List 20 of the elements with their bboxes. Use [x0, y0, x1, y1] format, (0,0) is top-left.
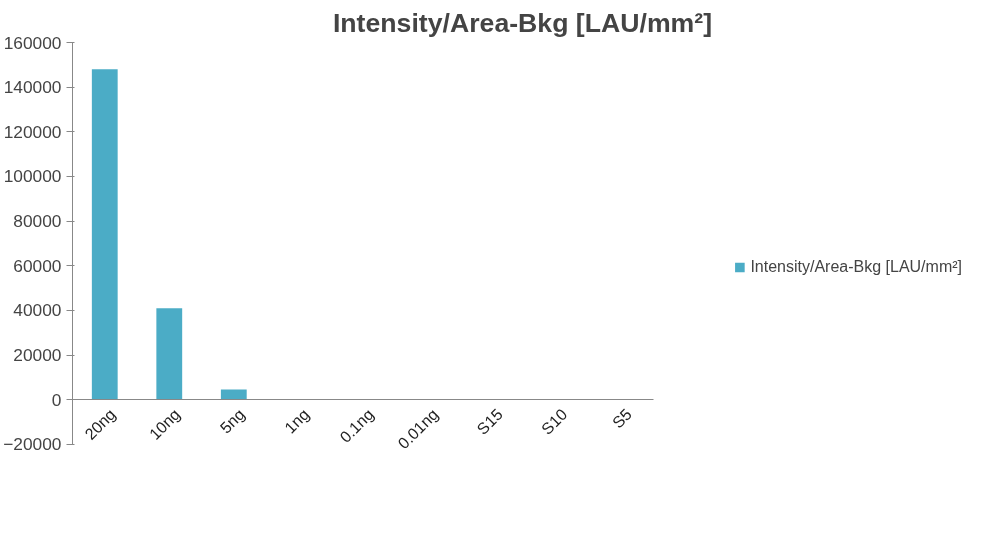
- y-tick-label: 80000: [13, 211, 62, 232]
- bar: [91, 69, 118, 400]
- x-tick-label: 1ng: [281, 405, 313, 437]
- x-tick-label: 5ng: [216, 405, 248, 437]
- y-tick-label: 120000: [3, 121, 62, 142]
- y-tick-label: 100000: [3, 166, 62, 187]
- y-tick-label: 0: [51, 389, 62, 410]
- y-tick-label: 20000: [13, 345, 62, 365]
- y-tick-label: 140000: [3, 77, 62, 98]
- chart-title: Intensity/Area-Bkg [LAU/mm²]: [332, 7, 713, 38]
- y-tick-label: 40000: [13, 300, 62, 321]
- x-tick-label: S10: [538, 405, 571, 438]
- bar: [220, 389, 247, 400]
- x-tick-label: S5: [609, 405, 635, 432]
- y-tick-label: −20000: [3, 434, 62, 455]
- y-tick-label: 60000: [13, 255, 62, 276]
- x-tick-label: S15: [473, 405, 506, 438]
- bar: [156, 308, 183, 400]
- legend-label: Intensity/Area-Bkg [LAU/mm²]: [750, 258, 962, 276]
- y-tick-label: 160000: [3, 32, 62, 53]
